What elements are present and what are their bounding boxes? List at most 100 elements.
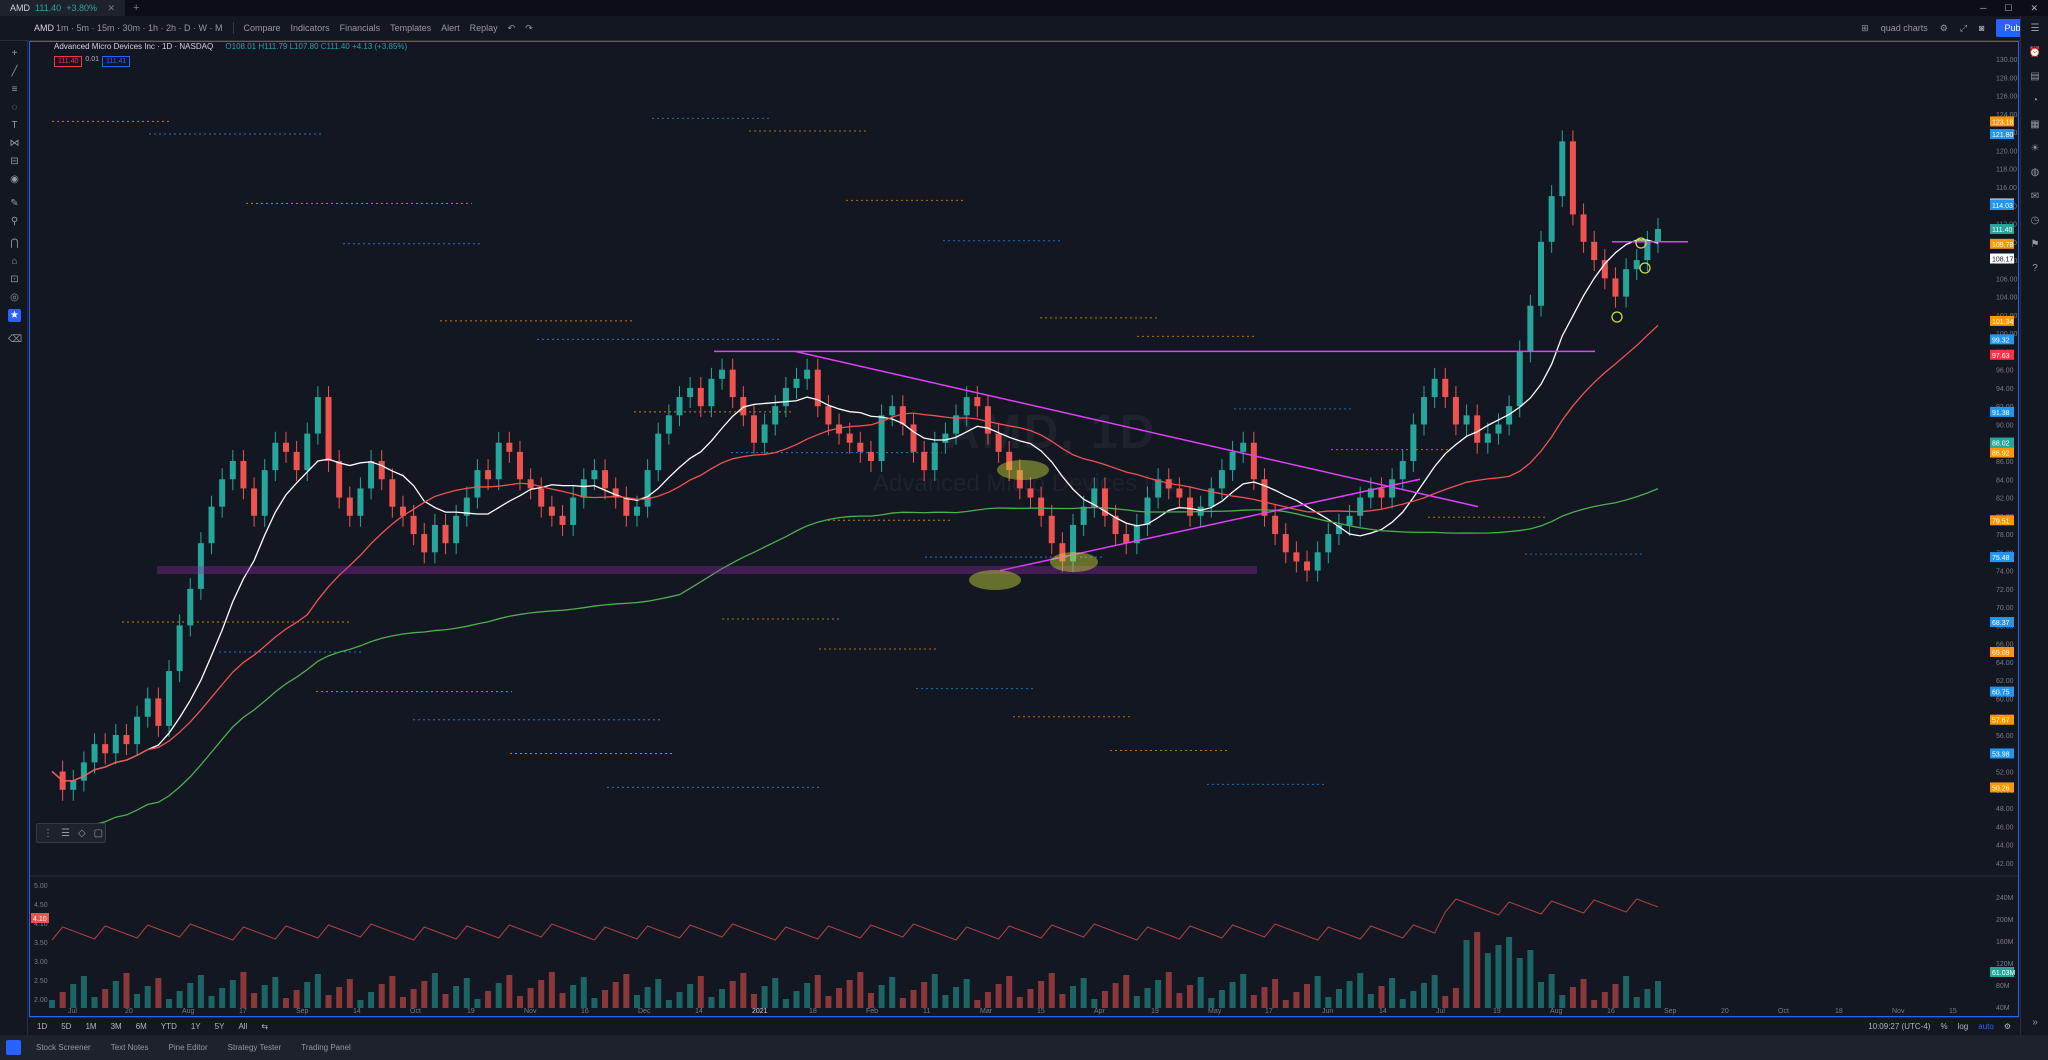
notifications-icon[interactable]: ◷ xyxy=(2030,215,2040,226)
trend-line-icon[interactable]: ╱ xyxy=(11,66,18,77)
price-axis-label: 42.00 xyxy=(1996,861,2014,868)
streams-icon[interactable]: ◍ xyxy=(2030,167,2040,178)
data-window-icon[interactable]: ▤ xyxy=(2030,71,2040,82)
pine-editor-tab[interactable]: Pine Editor xyxy=(168,1043,208,1052)
range-5y[interactable]: 5Y xyxy=(214,1022,225,1031)
candle-body xyxy=(1314,552,1321,571)
auto-toggle[interactable]: auto xyxy=(1978,1022,1994,1031)
broker-icon[interactable]: ⚑ xyxy=(2030,239,2040,250)
undo-icon[interactable]: ↶ xyxy=(507,22,516,33)
magnet-icon[interactable]: ⋂ xyxy=(10,238,19,249)
strategy-tester-tab[interactable]: Strategy Tester xyxy=(227,1043,282,1052)
financials-button[interactable]: Financials xyxy=(339,23,381,33)
interval-buttons[interactable]: 1m · 5m · 15m · 30m · 1h · 2h · D · W · … xyxy=(56,23,223,33)
pattern-icon[interactable]: ⋈ xyxy=(9,138,20,149)
select-icon[interactable]: ▢ xyxy=(93,827,104,839)
candle-body xyxy=(336,461,343,498)
ideas-icon[interactable]: ☀ xyxy=(2030,143,2040,154)
volume-bar xyxy=(516,996,523,1008)
chart-tab[interactable]: AMD 111.40 +3.80% ✕ xyxy=(0,0,125,16)
eye-icon[interactable]: ◉ xyxy=(10,174,19,185)
help-icon[interactable]: ? xyxy=(2032,263,2038,274)
bid-pill[interactable]: 111.40 xyxy=(54,56,83,67)
drag-handle-icon[interactable]: ⋮ xyxy=(43,827,53,839)
settings-icon[interactable]: ⚙ xyxy=(1939,22,1948,33)
brush-icon[interactable]: ◌ xyxy=(11,102,18,113)
candle-body xyxy=(1293,552,1300,562)
hide-icon[interactable]: ◎ xyxy=(10,292,19,303)
candle-body xyxy=(644,470,651,507)
hide-sidebar-icon[interactable]: » xyxy=(2032,1017,2038,1028)
close-window-icon[interactable]: ✕ xyxy=(2030,2,2038,13)
volume-bar xyxy=(1527,950,1534,1008)
ruler-icon[interactable]: ✎ xyxy=(10,198,19,209)
forecast-icon[interactable]: ⊟ xyxy=(10,156,19,167)
close-tab-icon[interactable]: ✕ xyxy=(107,2,115,13)
goto-date-icon[interactable]: ⇆ xyxy=(261,1022,269,1031)
crosshair-icon[interactable]: + xyxy=(11,48,18,59)
fullscreen-icon[interactable]: ⤢ xyxy=(1959,22,1968,33)
menu-icon[interactable]: ☰ xyxy=(61,827,70,839)
candle-body xyxy=(208,506,215,544)
templates-button[interactable]: Templates xyxy=(390,23,432,33)
range-all[interactable]: All xyxy=(238,1022,248,1031)
volume-bar xyxy=(261,985,268,1008)
range-1y[interactable]: 1Y xyxy=(190,1022,201,1031)
range-ytd[interactable]: YTD xyxy=(160,1022,177,1031)
range-6m[interactable]: 6M xyxy=(135,1022,147,1031)
volume-bar xyxy=(1431,975,1438,1008)
range-1m[interactable]: 1M xyxy=(85,1022,97,1031)
ask-pill[interactable]: 111.41 xyxy=(102,56,131,67)
candle-body xyxy=(623,497,630,516)
volume-bar xyxy=(1623,976,1630,1008)
candle-body xyxy=(719,369,726,379)
stock-screener-tab[interactable]: Stock Screener xyxy=(36,1043,91,1052)
percent-toggle[interactable]: % xyxy=(1940,1022,1948,1031)
layout-grid-icon[interactable]: ⊞ xyxy=(1861,22,1869,33)
lock-drawings-icon[interactable]: ⌂ xyxy=(11,256,18,267)
range-5d[interactable]: 5D xyxy=(61,1022,72,1031)
rvol-axis-label: 3.00 xyxy=(34,959,48,966)
volume-bar xyxy=(1655,981,1661,1008)
candle-body xyxy=(804,369,811,379)
compare-button[interactable]: Compare xyxy=(243,23,281,33)
volume-bar xyxy=(1016,997,1023,1008)
new-tab-icon[interactable]: + xyxy=(133,2,140,14)
alerts-icon[interactable]: ⏰ xyxy=(2028,47,2042,58)
text-icon[interactable]: T xyxy=(11,120,18,131)
indicators-button[interactable]: Indicators xyxy=(290,23,330,33)
trash-icon[interactable]: ⌫ xyxy=(8,334,23,345)
calendar-icon[interactable]: ▦ xyxy=(2030,119,2040,130)
candle-body xyxy=(1452,397,1459,425)
price-label-bg xyxy=(1990,552,2014,563)
zoom-icon[interactable]: ⚲ xyxy=(10,216,19,227)
chat-icon[interactable]: ✉ xyxy=(2030,191,2040,202)
favorites-icon[interactable]: ★ xyxy=(8,309,21,322)
maximize-icon[interactable]: ☐ xyxy=(2004,2,2013,13)
hotlist-icon[interactable]: ◔ xyxy=(2031,95,2039,106)
replay-button[interactable]: Replay xyxy=(469,23,498,33)
chart-frame[interactable] xyxy=(29,41,2019,1017)
log-toggle[interactable]: log xyxy=(1957,1022,1969,1031)
settings-icon[interactable]: ⚙ xyxy=(2003,1022,2011,1031)
alert-button[interactable]: Alert xyxy=(441,23,460,33)
shape-icon[interactable]: ◇ xyxy=(77,827,86,839)
range-1d[interactable]: 1D xyxy=(37,1022,48,1031)
price-label: 91.38 xyxy=(1992,410,2010,417)
panel-toggle-icon[interactable] xyxy=(6,1040,21,1055)
range-3m[interactable]: 3M xyxy=(110,1022,122,1031)
text-notes-tab[interactable]: Text Notes xyxy=(110,1043,149,1052)
candle-body xyxy=(346,497,353,516)
redo-icon[interactable]: ↷ xyxy=(525,22,533,33)
layout-name[interactable]: quad charts xyxy=(1880,23,1928,33)
minimize-icon[interactable]: ─ xyxy=(1979,2,1987,13)
lock-icon[interactable]: ⊡ xyxy=(10,274,19,285)
trading-panel-tab[interactable]: Trading Panel xyxy=(301,1043,351,1052)
watchlist-icon[interactable]: ☰ xyxy=(2030,23,2040,34)
symbol-search[interactable]: AMD xyxy=(34,23,54,33)
camera-icon[interactable]: ◙ xyxy=(1979,23,1985,33)
volume-bar xyxy=(102,989,109,1008)
fib-icon[interactable]: ≡ xyxy=(11,84,18,95)
candle-body xyxy=(1410,424,1417,461)
